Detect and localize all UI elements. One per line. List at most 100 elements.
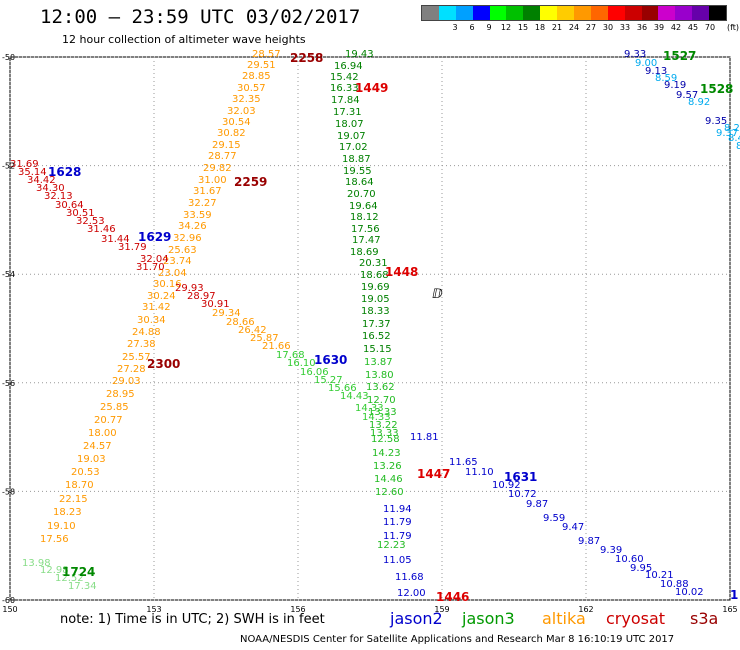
legend-swatch [422,6,439,20]
swh-value: 34.42 [27,175,56,186]
pass-time-label: 1631 [504,470,537,484]
swh-value: 11.79 [383,531,412,542]
swh-value: 25.85 [100,402,129,413]
swh-value: 13.26 [373,461,402,472]
legend-tick-label: 36 [636,23,648,32]
swh-value: 22.15 [59,494,88,505]
legend-swatch [692,6,710,20]
lat-tick-label: -56 [2,379,15,388]
swh-value: 14.33 [362,412,391,423]
swh-value: 24.88 [132,327,161,338]
swh-value: 29.82 [203,163,232,174]
track-jason3-1447: 13.8713.8013.6212.7013.3313.2213.3312.58… [364,357,406,551]
swh-value: 31.69 [10,159,39,170]
lat-tick-label: -50 [2,53,15,62]
pass-time-label: 1449 [355,81,388,95]
swh-value: 30.16 [153,279,182,290]
legend-swatch [472,6,490,20]
swh-value: 17.37 [362,319,391,330]
swh-value: 19.03 [77,454,106,465]
swh-value: 13.87 [364,357,393,368]
legend-tick-label: 9 [486,23,492,32]
swh-value: 30.91 [201,299,230,310]
pass-time-label: 1446 [436,590,469,604]
swh-value: 32.03 [227,106,256,117]
swh-value: 32.04 [140,254,169,265]
satellite-s3a: s3a [690,609,719,628]
swh-value: 30.54 [222,117,251,128]
legend-swatch [658,6,676,20]
swh-value: 14.33 [355,403,384,414]
pass-time-label: 2258 [290,51,323,65]
swh-value: 18.23 [53,507,82,518]
legend-tick-label: 24 [568,23,580,32]
swh-value: 9.39 [600,545,622,556]
swh-value: 13.62 [366,382,395,393]
pass-time-label: 2259 [234,175,267,189]
swh-value: 28.95 [106,389,135,400]
swh-value: 17.56 [40,534,69,545]
swh-value: 29.34 [212,308,241,319]
swh-value: 9.37 [716,128,738,139]
swh-value: 17.02 [339,142,368,153]
swh-value: 30.82 [217,128,246,139]
lon-tick-label: 150 [2,605,17,614]
swh-value: 16.06 [300,367,329,378]
swh-value: 18.70 [65,480,94,491]
legend-swatch [540,6,558,20]
satellite-jason3: jason3 [462,609,515,628]
swh-value: 13.80 [365,370,394,381]
swh-value: 10.21 [645,570,674,581]
legend-swatch [455,6,473,20]
swh-value: 10.02 [675,587,704,598]
legend-tick-label: 12 [500,23,512,32]
swh-value: 13.98 [22,558,51,569]
swh-value: 23.04 [158,268,187,279]
swh-value: 28.57 [252,49,281,60]
swh-value: 17.31 [333,107,362,118]
page-subtitle: 12 hour collection of altimeter wave hei… [62,33,306,46]
swh-value: 11.68 [395,572,424,583]
swh-value: 8.94 [736,141,740,152]
swh-value: 32.13 [44,191,73,202]
swh-value: 12.23 [377,540,406,551]
swh-value: 20.70 [347,189,376,200]
page-title: 12:00 — 23:59 UTC 03/02/2017 [40,6,361,28]
swh-value: 19.64 [349,201,378,212]
lon-tick-label: 156 [290,605,305,614]
swh-value: 25.63 [168,245,197,256]
pass-time-label: 1528 [700,82,733,96]
legend-swatch [489,6,507,20]
swh-value: 14.23 [372,448,401,459]
swh-value: 15.27 [314,375,343,386]
swh-value: 19.10 [47,521,76,532]
track-jason2-1631: 11.8111.6511.1010.9210.729.879.599.479.8… [410,432,704,598]
swh-value: 16.33 [330,83,359,94]
swh-value: 10.92 [492,480,521,491]
swh-value: 19.43 [345,49,374,60]
track-jason2-1527: 9.33 9.13 9.199.57 9.35 [624,49,727,127]
swh-value: 28.66 [226,317,255,328]
pass-time-label: 1447 [417,467,450,481]
swh-value: 12.60 [375,487,404,498]
legend-swatch [590,6,608,20]
swh-value: 13.22 [369,420,398,431]
swh-value: 18.00 [88,428,117,439]
swh-value: 18.69 [350,247,379,258]
swh-value: 30.64 [55,200,84,211]
swh-value: 16.52 [362,331,391,342]
swh-value: 31.79 [118,242,147,253]
credit-footer: NOAA/NESDIS Center for Satellite Applica… [240,634,675,645]
legend-unit: (ft) [726,23,740,32]
swh-value: 9.33 [624,49,646,60]
swh-value: 10.60 [615,554,644,565]
graticule-grid [9,56,731,601]
swh-value: 34.30 [36,183,65,194]
lon-tick-label: 153 [146,605,161,614]
swh-value: 9.87 [526,499,548,510]
swh-value: 12.98 [40,565,69,576]
swh-value: 25.57 [122,352,151,363]
swh-value: 11.81 [410,432,439,443]
swh-value: 35.14 [18,167,47,178]
